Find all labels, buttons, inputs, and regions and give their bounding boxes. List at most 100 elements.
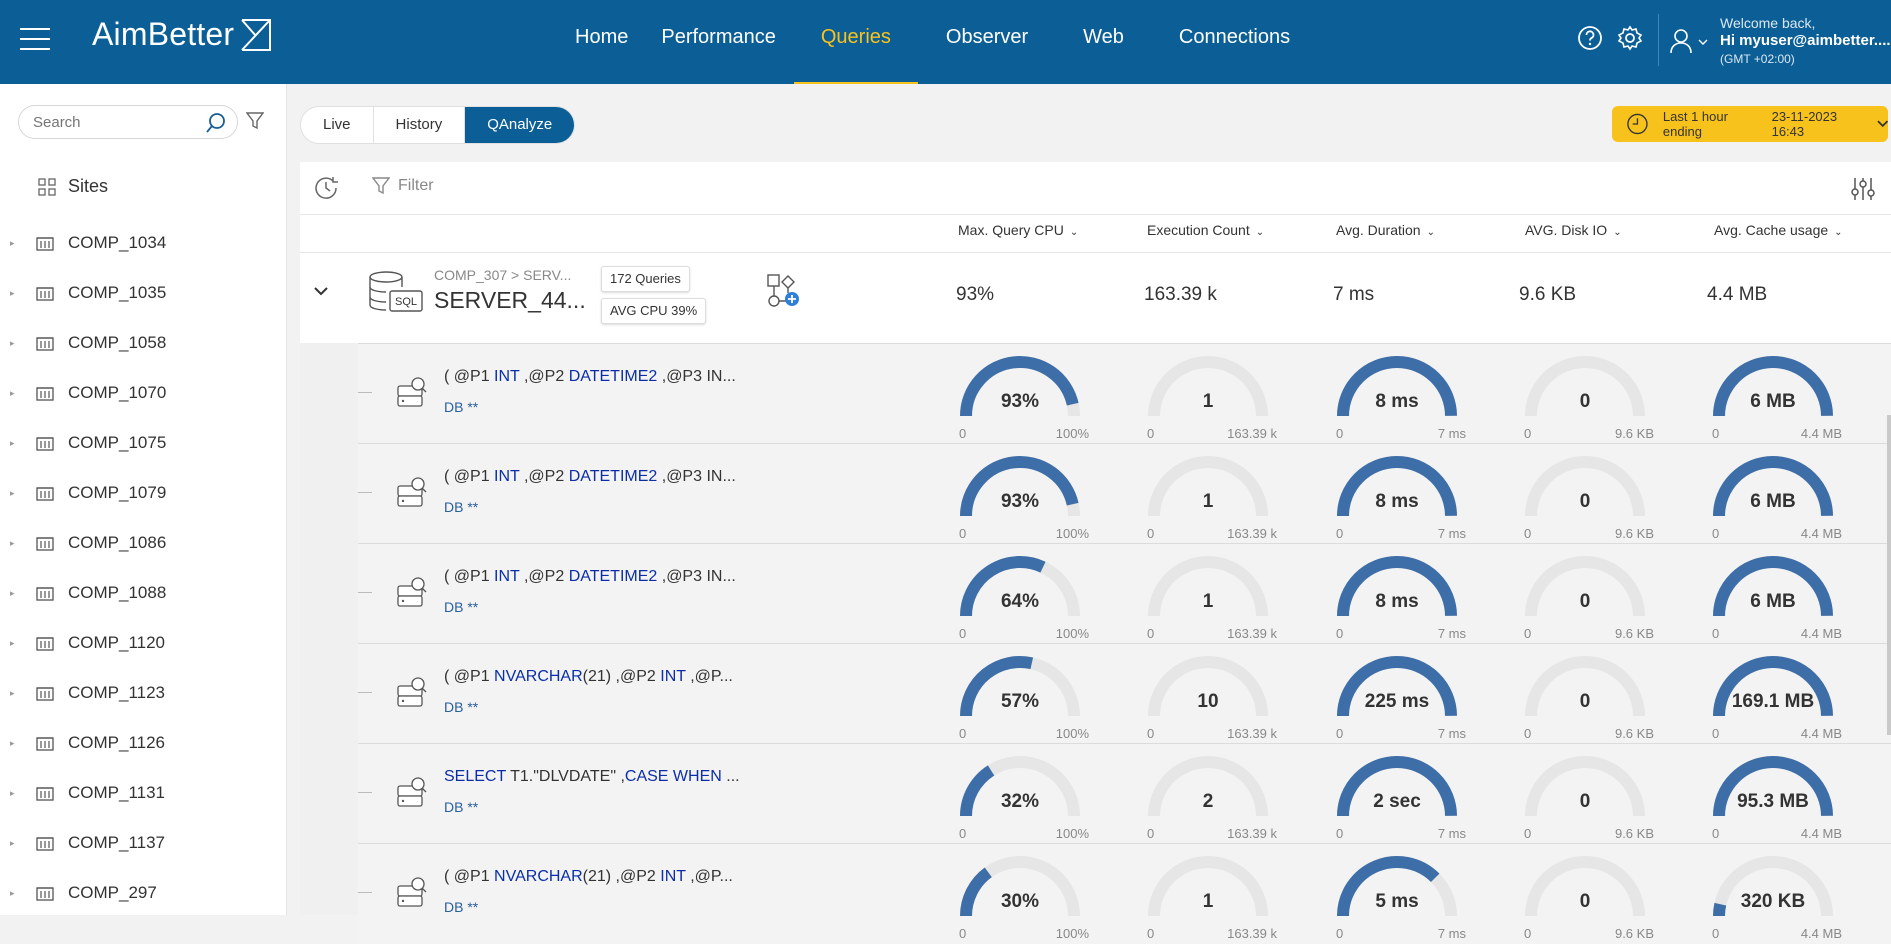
gauge-max: 4.4 MB xyxy=(1800,526,1842,541)
tree-connector xyxy=(358,392,372,393)
sidebar-item-comp_1070[interactable]: ▸ COMP_1070 xyxy=(0,368,286,418)
user-menu-chevron-icon[interactable] xyxy=(1698,38,1708,46)
gauge-value: 169.1 MB xyxy=(1731,691,1815,712)
sidebar-item-comp_1086[interactable]: ▸ COMP_1086 xyxy=(0,518,286,568)
expand-caret-icon[interactable]: ▸ xyxy=(10,887,15,898)
expand-caret-icon[interactable]: ▸ xyxy=(10,387,15,398)
server-name[interactable]: SERVER_44... xyxy=(434,287,586,313)
expand-caret-icon[interactable]: ▸ xyxy=(10,837,15,848)
column-header-avg-disk-io[interactable]: AVG. Disk IO ⌄ xyxy=(1525,222,1622,238)
sidebar-item-comp_1123[interactable]: ▸ COMP_1123 xyxy=(0,668,286,718)
nav-item-home[interactable]: Home xyxy=(575,26,629,48)
sidebar-item-comp_297[interactable]: ▸ COMP_297 xyxy=(0,868,286,918)
column-header-avg-cache-usage[interactable]: Avg. Cache usage ⌄ xyxy=(1714,222,1843,238)
expand-caret-icon[interactable]: ▸ xyxy=(10,437,15,448)
gauge-min: 0 xyxy=(1336,726,1344,741)
help-icon[interactable] xyxy=(1576,24,1604,52)
query-text[interactable]: ( @P1 INT ,@P2 DATETIME2 ,@P3 IN... xyxy=(444,568,736,586)
view-tab-live[interactable]: Live xyxy=(301,107,374,143)
nav-item-queries[interactable]: Queries xyxy=(793,0,918,84)
filter-button[interactable]: Filter xyxy=(372,177,434,195)
nav-item-performance[interactable]: Performance xyxy=(661,26,776,48)
query-text-segment: T1."DLVDATE" , xyxy=(505,768,625,785)
query-text[interactable]: SELECT T1."DLVDATE" ,CASE WHEN ... xyxy=(444,768,740,786)
header-divider xyxy=(1658,14,1659,66)
column-header-execution-count[interactable]: Execution Count ⌄ xyxy=(1147,222,1264,238)
server-path[interactable]: COMP_307 > SERV... xyxy=(434,267,572,283)
user-avatar-icon[interactable] xyxy=(1670,28,1692,54)
server-row[interactable]: SQL COMP_307 > SERV... SERVER_44... 172 … xyxy=(300,253,1891,343)
gauge-max: 7 ms xyxy=(1437,526,1466,541)
sidebar-item-comp_1058[interactable]: ▸ COMP_1058 xyxy=(0,318,286,368)
sidebar-item-label: COMP_1035 xyxy=(68,283,167,302)
sidebar-item-comp_1035[interactable]: ▸ COMP_1035 xyxy=(0,268,286,318)
sidebar-item-comp_1131[interactable]: ▸ COMP_1131 xyxy=(0,768,286,818)
sidebar-item-comp_1120[interactable]: ▸ COMP_1120 xyxy=(0,618,286,668)
app-logo[interactable]: AimBetter xyxy=(92,16,235,52)
nav-item-observer[interactable]: Observer xyxy=(945,26,1029,48)
expand-caret-icon[interactable]: ▸ xyxy=(10,537,15,548)
query-text[interactable]: ( @P1 NVARCHAR(21) ,@P2 INT ,@P... xyxy=(444,668,733,686)
gauge-max: 100% xyxy=(1055,726,1089,741)
chevron-down-icon: ⌄ xyxy=(1426,227,1435,238)
server-max-cpu: 93% xyxy=(956,284,995,305)
scrollbar[interactable] xyxy=(1887,415,1891,735)
expand-caret-icon[interactable]: ▸ xyxy=(10,337,15,348)
expand-caret-icon[interactable]: ▸ xyxy=(10,637,15,648)
menu-icon[interactable] xyxy=(20,28,50,50)
query-text[interactable]: ( @P1 INT ,@P2 DATETIME2 ,@P3 IN... xyxy=(444,368,736,386)
sidebar-item-comp_1075[interactable]: ▸ COMP_1075 xyxy=(0,418,286,468)
expand-caret-icon[interactable]: ▸ xyxy=(10,287,15,298)
query-row[interactable]: ( @P1 INT ,@P2 DATETIME2 ,@P3 IN... DB **… xyxy=(358,543,1891,644)
expand-caret-icon[interactable]: ▸ xyxy=(10,687,15,698)
query-row[interactable]: ( @P1 NVARCHAR(21) ,@P2 INT ,@P... DB ** 3… xyxy=(358,843,1891,944)
query-row[interactable]: ( @P1 INT ,@P2 DATETIME2 ,@P3 IN... DB **… xyxy=(358,443,1891,544)
column-header-max-query-cpu[interactable]: Max. Query CPU ⌄ xyxy=(958,222,1078,238)
expand-caret-icon[interactable]: ▸ xyxy=(10,737,15,748)
gauge-min: 0 xyxy=(1712,526,1720,541)
view-tab-qanalyze[interactable]: QAnalyze xyxy=(465,107,575,143)
view-tab-history[interactable]: History xyxy=(374,107,466,143)
settings-gear-icon[interactable] xyxy=(1616,24,1644,52)
expand-caret-icon[interactable]: ▸ xyxy=(10,237,15,248)
query-text[interactable]: ( @P1 INT ,@P2 DATETIME2 ,@P3 IN... xyxy=(444,468,736,486)
query-text-segment: CASE WHEN xyxy=(624,768,722,785)
expand-caret-icon[interactable]: ▸ xyxy=(10,587,15,598)
gauge-exec: 1 0 163.39 k xyxy=(1143,454,1293,541)
sidebar-item-comp_1126[interactable]: ▸ COMP_1126 xyxy=(0,718,286,768)
search-icon[interactable] xyxy=(205,112,227,134)
sidebar-item-comp_1088[interactable]: ▸ COMP_1088 xyxy=(0,568,286,618)
query-row[interactable]: ( @P1 INT ,@P2 DATETIME2 ,@P3 IN... DB **… xyxy=(358,343,1891,444)
sidebar-item-comp_1079[interactable]: ▸ COMP_1079 xyxy=(0,468,286,518)
topology-add-icon[interactable] xyxy=(766,273,802,309)
history-reset-icon[interactable] xyxy=(312,174,342,202)
user-welcome[interactable]: Welcome back, Hi myuser@aimbetter.... (G… xyxy=(1720,14,1891,68)
gauge-min: 0 xyxy=(1147,826,1155,841)
time-range-button[interactable]: Last 1 hour ending 23-11-2023 16:43 xyxy=(1612,106,1888,142)
gauge-min: 0 xyxy=(1147,626,1155,641)
query-text-segment: NVARCHAR xyxy=(494,868,583,885)
column-header-avg-duration[interactable]: Avg. Duration ⌄ xyxy=(1336,222,1435,238)
gauge-max: 9.6 KB xyxy=(1614,926,1654,941)
gauge-value: 8 ms xyxy=(1375,591,1419,612)
collapse-chevron-icon[interactable] xyxy=(312,285,330,297)
expand-caret-icon[interactable]: ▸ xyxy=(10,487,15,498)
nav-item-web[interactable]: Web xyxy=(1083,26,1124,48)
nav-item-connections[interactable]: Connections xyxy=(1178,26,1291,48)
gauge-arc xyxy=(960,456,1080,517)
query-row[interactable]: ( @P1 NVARCHAR(21) ,@P2 INT ,@P... DB ** 5… xyxy=(358,643,1891,744)
filter-icon[interactable] xyxy=(246,112,264,130)
query-row[interactable]: SELECT T1."DLVDATE" ,CASE WHEN ... DB ** 3… xyxy=(358,743,1891,844)
gauge-max: 100% xyxy=(1055,626,1089,641)
gauge-max: 9.6 KB xyxy=(1614,726,1654,741)
sites-link[interactable]: Sites xyxy=(38,176,108,197)
sidebar-item-comp_1137[interactable]: ▸ COMP_1137 xyxy=(0,818,286,868)
gauge-min: 0 xyxy=(959,826,967,841)
column-settings-sliders-icon[interactable] xyxy=(1850,176,1876,202)
query-text-segment: ( xyxy=(444,468,454,485)
sidebar-item-comp_1034[interactable]: ▸ COMP_1034 xyxy=(0,218,286,268)
expand-caret-icon[interactable]: ▸ xyxy=(10,787,15,798)
sidebar-item-label: COMP_1120 xyxy=(68,633,166,652)
query-text[interactable]: ( @P1 NVARCHAR(21) ,@P2 INT ,@P... xyxy=(444,868,733,886)
search-input[interactable] xyxy=(31,113,195,132)
